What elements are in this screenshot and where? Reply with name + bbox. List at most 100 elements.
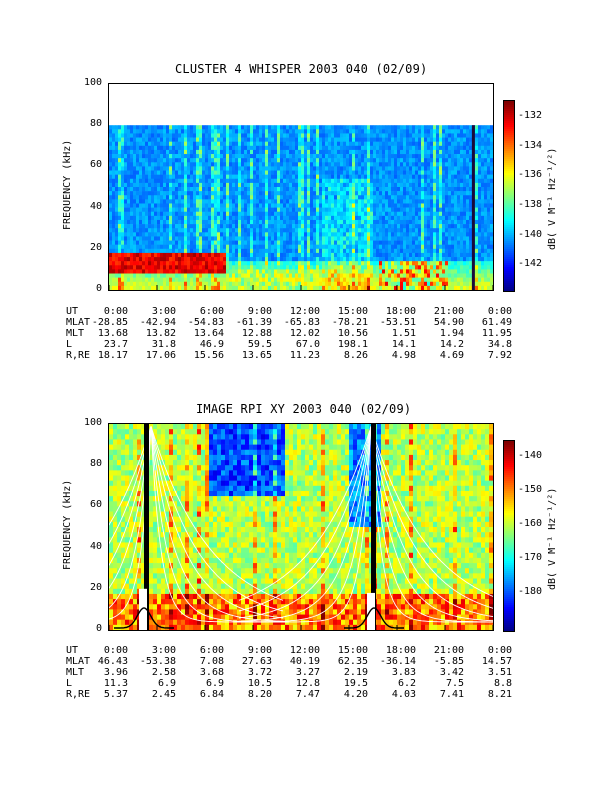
spectrogram-cell bbox=[391, 129, 395, 134]
spectrogram-cell bbox=[445, 199, 449, 204]
spectrogram-cell bbox=[127, 285, 131, 290]
spectrogram-cell bbox=[340, 215, 344, 221]
spectrogram-cell bbox=[199, 137, 203, 142]
spectrogram-cell bbox=[283, 252, 287, 258]
spectrogram-cell bbox=[373, 195, 377, 200]
spectrogram-cell bbox=[397, 182, 401, 188]
spectrogram-cell bbox=[343, 285, 347, 290]
spectrogram-cell bbox=[322, 145, 326, 151]
spectrogram-cell bbox=[328, 145, 332, 151]
spectrogram-cell bbox=[370, 257, 374, 262]
spectrogram-cell bbox=[328, 244, 332, 250]
spectrogram-cell bbox=[229, 195, 233, 200]
spectrogram-cell bbox=[421, 182, 425, 188]
spectrogram-cell bbox=[445, 195, 449, 200]
spectrogram-cell bbox=[235, 244, 239, 250]
spectrogram-cell bbox=[412, 232, 416, 237]
spectrogram-cell bbox=[112, 191, 116, 196]
spectrogram-cell bbox=[439, 191, 443, 196]
spectrogram-cell bbox=[184, 240, 188, 245]
spectrogram-cell bbox=[226, 191, 230, 196]
spectrogram-cell bbox=[478, 166, 482, 171]
spectrogram-cell bbox=[274, 133, 278, 138]
spectrogram-cell bbox=[394, 257, 398, 262]
spectrogram-cell bbox=[304, 219, 308, 225]
spectrogram-cell bbox=[142, 199, 146, 204]
spectrogram-cell bbox=[289, 191, 293, 196]
spectrogram-cell bbox=[316, 145, 320, 151]
spectrogram-cell bbox=[313, 269, 317, 274]
spectrogram-cell bbox=[223, 211, 227, 217]
spectrogram-cell bbox=[385, 211, 389, 217]
spectrogram-cell bbox=[286, 170, 290, 175]
spectrogram-cell bbox=[298, 195, 302, 200]
spectrogram-cell bbox=[184, 149, 188, 155]
spectrogram-cell bbox=[148, 166, 152, 171]
spectrogram-cell bbox=[253, 248, 257, 254]
spectrogram-cell bbox=[202, 149, 206, 155]
spectrogram-cell bbox=[247, 129, 251, 134]
spectrogram-cell bbox=[229, 236, 233, 241]
spectrogram-cell bbox=[157, 191, 161, 196]
spectrogram-cell bbox=[298, 207, 302, 213]
spectrogram-cell bbox=[199, 211, 203, 217]
spectrogram-cell bbox=[277, 285, 281, 290]
spectrogram-cell bbox=[208, 236, 212, 241]
spectrogram-cell bbox=[157, 219, 161, 225]
spectrogram-cell bbox=[127, 178, 131, 184]
spectrogram-cell bbox=[319, 154, 323, 159]
spectrogram-cell bbox=[310, 232, 314, 237]
spectrogram-cell bbox=[145, 125, 149, 130]
spectrogram-cell bbox=[169, 178, 173, 184]
spectrogram-cell bbox=[208, 285, 212, 290]
spectrogram-cell bbox=[298, 219, 302, 225]
spectrogram-cell bbox=[247, 211, 251, 217]
spectrogram-cell bbox=[373, 285, 377, 290]
spectrogram-cell bbox=[130, 133, 134, 138]
spectrogram-cell bbox=[409, 277, 413, 283]
spectrogram-cell bbox=[331, 191, 335, 196]
spectrogram-cell bbox=[256, 285, 260, 290]
spectrogram-cell bbox=[253, 277, 257, 283]
spectrogram-cell bbox=[283, 277, 287, 283]
spectrogram-cell bbox=[478, 162, 482, 167]
spectrogram-cell bbox=[262, 158, 266, 163]
spectrogram-cell bbox=[370, 232, 374, 237]
spectrogram-cell bbox=[439, 211, 443, 217]
spectrogram-cell bbox=[256, 224, 260, 229]
spectrogram-cell bbox=[304, 207, 308, 213]
spectrogram-cell bbox=[289, 125, 293, 130]
spectrogram-cell bbox=[172, 240, 176, 245]
spectrogram-cell bbox=[460, 166, 464, 171]
spectrogram-cell bbox=[469, 252, 473, 258]
spectrogram-cell bbox=[409, 285, 413, 290]
spectrogram-cell bbox=[412, 191, 416, 196]
spectrogram-cell bbox=[358, 219, 362, 225]
spectrogram-cell bbox=[442, 154, 446, 159]
spectrogram-cell bbox=[268, 257, 272, 262]
spectrogram-cell bbox=[289, 228, 293, 233]
spectrogram-cell bbox=[427, 141, 431, 147]
spectrogram-cell bbox=[370, 162, 374, 167]
spectrogram-cell bbox=[109, 240, 113, 245]
spectrogram-cell bbox=[364, 199, 368, 204]
spectrogram-cell bbox=[334, 195, 338, 200]
spectrogram-cell bbox=[109, 133, 113, 138]
spectrogram-cell bbox=[187, 224, 191, 229]
spectrogram-cell bbox=[238, 224, 242, 229]
spectrogram-cell bbox=[169, 244, 173, 250]
spectrogram-cell bbox=[214, 219, 218, 225]
spectrogram-cell bbox=[439, 141, 443, 147]
spectrogram-cell bbox=[424, 162, 428, 167]
spectrogram-cell bbox=[133, 277, 137, 283]
spectrogram-cell bbox=[352, 137, 356, 142]
spectrogram-cell bbox=[247, 269, 251, 274]
spectrogram-cell bbox=[166, 154, 170, 159]
spectrogram-cell bbox=[190, 125, 194, 130]
spectrogram-cell bbox=[250, 187, 254, 192]
spectrogram-cell bbox=[124, 207, 128, 213]
spectrogram-cell bbox=[181, 203, 185, 208]
spectrogram-cell bbox=[133, 224, 137, 229]
spectrogram-cell bbox=[298, 187, 302, 192]
spectrogram-cell bbox=[418, 252, 422, 258]
